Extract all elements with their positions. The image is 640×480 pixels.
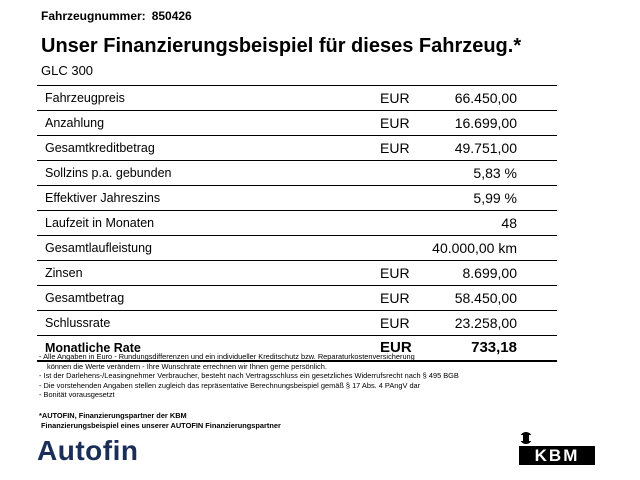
vehicle-model: GLC 300 — [41, 63, 94, 78]
note-line: - Die vorstehenden Angaben stellen zugle… — [39, 380, 421, 390]
row-label: Sollzins p.a. gebunden — [45, 166, 172, 180]
row-label: Schlussrate — [45, 316, 111, 330]
vehicle-number: Fahrzeugnummer: 850426 — [41, 9, 192, 23]
row-currency: EUR — [380, 265, 410, 281]
row-value: 8.699,00 — [462, 265, 518, 281]
row-value: 23.258,00 — [454, 315, 517, 331]
row-currency: EUR — [380, 315, 410, 331]
table-row: Laufzeit in Monaten 48 — [37, 211, 557, 236]
table-row: Schlussrate EUR 23.258,00 — [37, 311, 557, 336]
row-value: 5,99 % — [473, 190, 517, 206]
row-label: Fahrzeugpreis — [45, 91, 125, 105]
vehicle-number-label: Fahrzeugnummer: — [41, 9, 146, 23]
note-line: - Alle Angaben in Euro - Rundungsdiffere… — [39, 352, 415, 361]
vehicle-number-value: 850426 — [151, 9, 192, 23]
row-label: Zinsen — [45, 266, 83, 280]
row-value: 66.450,00 — [454, 90, 517, 106]
table-row: Anzahlung EUR 16.699,00 — [37, 111, 557, 136]
row-label: Effektiver Jahreszins — [45, 191, 161, 205]
legal-notes: - Alle Angaben in Euro - Rundungsdiffere… — [39, 352, 459, 400]
row-value: 5,83 % — [473, 165, 517, 181]
financing-table: Fahrzeugpreis EUR 66.450,00 Anzahlung EU… — [37, 85, 557, 362]
row-value: 40.000,00 km — [432, 240, 517, 256]
kbm-wordmark: KBM — [535, 446, 580, 465]
autofin-logo: Autofin — [37, 435, 139, 466]
row-currency: EUR — [380, 90, 410, 106]
note-line: - Bonität vorausgesetzt — [39, 390, 115, 400]
row-value: 49.751,00 — [454, 140, 517, 156]
table-row: Gesamtlaufleistung 40.000,00 km — [37, 236, 557, 261]
row-currency: EUR — [380, 140, 410, 156]
row-value: 16.699,00 — [454, 115, 517, 131]
row-currency: EUR — [380, 115, 410, 131]
row-label: Gesamtlaufleistung — [45, 241, 153, 255]
table-row: Gesamtkreditbetrag EUR 49.751,00 — [37, 136, 557, 161]
row-label: Gesamtkreditbetrag — [45, 141, 155, 155]
row-label: Laufzeit in Monaten — [45, 216, 155, 230]
row-label: Anzahlung — [45, 116, 105, 130]
row-currency: EUR — [380, 290, 410, 306]
partner-note: *AUTOFIN, Finanzierungspartner der KBM F… — [39, 411, 281, 430]
table-row: Fahrzeugpreis EUR 66.450,00 — [37, 86, 557, 111]
partner-line: *AUTOFIN, Finanzierungspartner der KBM — [39, 411, 187, 420]
row-value: 733,18 — [471, 339, 517, 356]
row-label: Monatliche Rate — [45, 341, 141, 355]
table-row: Zinsen EUR 8.699,00 — [37, 261, 557, 286]
row-value: 48 — [501, 215, 517, 231]
partner-line: Finanzierungsbeispiel eines unserer AUTO… — [41, 420, 281, 430]
note-line: - Ist der Darlehens-/Leasingnehmer Verbr… — [39, 371, 459, 381]
kbm-logo: KBM — [519, 432, 595, 465]
row-label: Gesamtbetrag — [45, 291, 125, 305]
table-row-monthly-rate: Monatliche Rate EUR 733,18 — [37, 336, 557, 362]
table-row: Gesamtbetrag EUR 58.450,00 — [37, 286, 557, 311]
page-title: Unser Finanzierungsbeispiel für dieses F… — [41, 35, 522, 57]
table-row: Sollzins p.a. gebunden 5,83 % — [37, 161, 557, 186]
note-line: können die Werte verändern - Ihre Wunsch… — [47, 361, 327, 371]
row-value: 58.450,00 — [454, 290, 517, 306]
table-row: Effektiver Jahreszins 5,99 % — [37, 186, 557, 211]
row-currency: EUR — [380, 339, 412, 356]
